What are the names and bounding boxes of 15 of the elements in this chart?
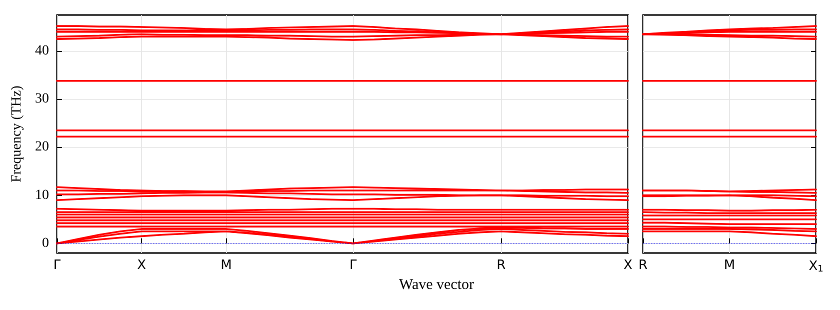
y-tick-label: 10: [35, 188, 49, 203]
x-axis-title: Wave vector: [398, 277, 475, 294]
x-tick-label: X: [137, 258, 146, 273]
x-tick-label: R: [496, 258, 506, 273]
x-tick-label: Γ: [53, 258, 62, 273]
y-tick-label: 0: [42, 236, 49, 251]
y-axis-title: Frequency (THz): [10, 85, 25, 182]
x-tick-label: R: [638, 258, 648, 273]
y-tick-label: 40: [35, 44, 49, 59]
x-tick-label: X: [624, 258, 633, 273]
x-tick-label: M: [220, 258, 232, 273]
x-tick-label: Γ: [349, 258, 358, 273]
y-tick-label: 20: [35, 140, 49, 155]
x-tick-label: M: [724, 258, 736, 273]
y-tick-label: 30: [35, 92, 49, 107]
